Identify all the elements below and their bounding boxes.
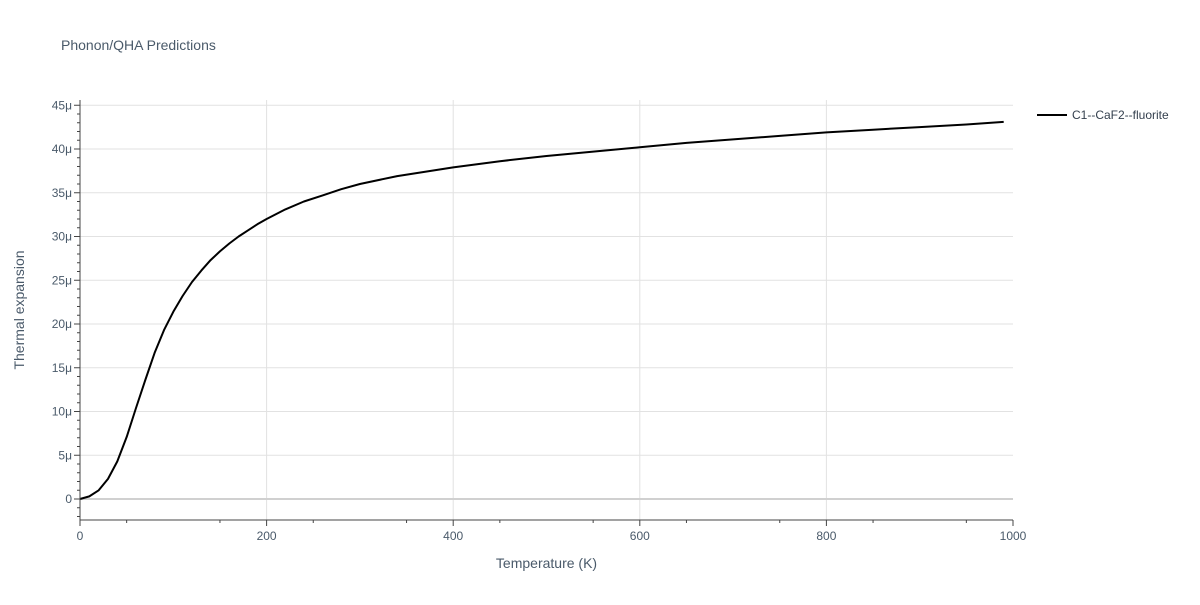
y-tick-label: 15μ — [52, 361, 72, 375]
y-tick-label: 0 — [65, 492, 72, 506]
y-tick-label: 5μ — [58, 448, 72, 462]
x-axis-title: Temperature (K) — [496, 555, 597, 571]
y-tick-label: 40μ — [52, 142, 72, 156]
y-tick-label: 30μ — [52, 230, 72, 244]
legend-label: C1--CaF2--fluorite — [1072, 108, 1169, 122]
grid — [80, 100, 1013, 520]
x-tick-label: 600 — [630, 529, 650, 543]
y-tick-label: 25μ — [52, 273, 72, 287]
chart-title: Phonon/QHA Predictions — [61, 37, 216, 53]
y-tick-label: 35μ — [52, 186, 72, 200]
x-tick-label: 0 — [77, 529, 84, 543]
x-tick-label: 1000 — [1000, 529, 1027, 543]
series — [79, 120, 1004, 500]
x-tick-label: 800 — [816, 529, 836, 543]
tick-labels: 0 200 400 600 800 1000 0 5μ 10μ 15μ 20μ 25μ 30μ 35μ 40… — [52, 98, 1027, 543]
axes — [74, 100, 1014, 526]
y-tick-label: 45μ — [52, 98, 72, 112]
series-line — [79, 120, 1004, 500]
y-tick-label: 20μ — [52, 317, 72, 331]
y-axis-title: Thermal expansion — [11, 250, 27, 369]
x-tick-label: 200 — [257, 529, 277, 543]
y-tick-label: 10μ — [52, 405, 72, 419]
x-tick-label: 400 — [443, 529, 463, 543]
legend[interactable]: C1--CaF2--fluorite — [1037, 108, 1169, 122]
